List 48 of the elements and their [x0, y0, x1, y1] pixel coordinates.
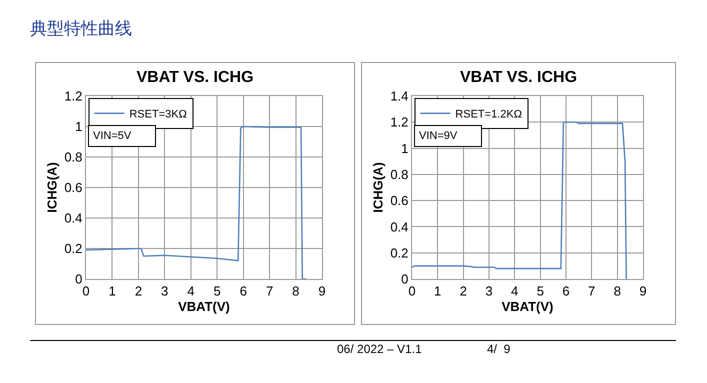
text: 4/ 9 [487, 342, 510, 356]
x-tick-label: 4 [187, 284, 195, 299]
y-tick-label: 1.4 [390, 88, 408, 104]
y-tick-label: 0 [401, 272, 408, 287]
x-axis-title: VBAT(V) [502, 299, 554, 314]
y-tick-label: 0.6 [390, 193, 408, 208]
chart-title: VBAT VS. ICHG [136, 69, 254, 86]
legend-label: RSET=1.2KΩ [455, 108, 522, 121]
y-tick-label: 0 [75, 272, 82, 287]
y-axis-title: ICHG(A) [44, 162, 60, 213]
annotation: VIN=5V [93, 130, 132, 142]
line-series [412, 121, 627, 279]
x-tick-label: 9 [639, 284, 647, 299]
text: 06/ 2022 – V1.1 [337, 342, 422, 356]
x-tick-label: 8 [292, 284, 300, 299]
x-tick-label: 6 [562, 284, 570, 299]
x-tick-label: 2 [460, 284, 467, 299]
x-tick-label: 7 [588, 284, 596, 299]
y-tick-label: 1 [75, 119, 82, 134]
x-tick-label: 5 [213, 284, 221, 299]
legend-label: RSET=3KΩ [129, 108, 187, 121]
y-tick-label: 0.8 [390, 166, 408, 182]
x-tick-label: 1 [434, 284, 442, 299]
y-tick-label: 1 [401, 140, 408, 156]
x-tick-label: 8 [614, 284, 621, 299]
line-series [86, 126, 307, 279]
x-tick-label: 3 [485, 284, 493, 299]
y-tick-label: 0.4 [64, 210, 82, 226]
y-tick-label: 0.8 [64, 150, 82, 165]
x-tick-label: 7 [266, 284, 274, 299]
chart-title: VBAT VS. ICHG [460, 69, 578, 86]
y-tick-label: 0.4 [390, 219, 408, 234]
x-tick-label: 4 [511, 284, 518, 299]
y-tick-label: 0.2 [64, 241, 82, 256]
x-axis-title: VBAT(V) [178, 299, 230, 314]
x-tick-label: 1 [108, 284, 116, 299]
x-tick-label: 5 [536, 284, 544, 299]
text: 典型特性曲线 [30, 18, 132, 40]
annotation: VIN=9V [419, 130, 458, 142]
y-tick-label: 0.6 [64, 180, 82, 196]
x-tick-label: 6 [240, 284, 247, 299]
x-tick-label: 9 [318, 284, 326, 299]
y-tick-label: 0.2 [390, 245, 408, 260]
x-tick-label: 3 [161, 284, 168, 299]
y-tick-label: 1.2 [64, 88, 82, 104]
x-tick-label: 2 [134, 284, 142, 299]
y-axis-title: ICHG(A) [370, 162, 386, 213]
y-tick-label: 1.2 [390, 114, 408, 130]
